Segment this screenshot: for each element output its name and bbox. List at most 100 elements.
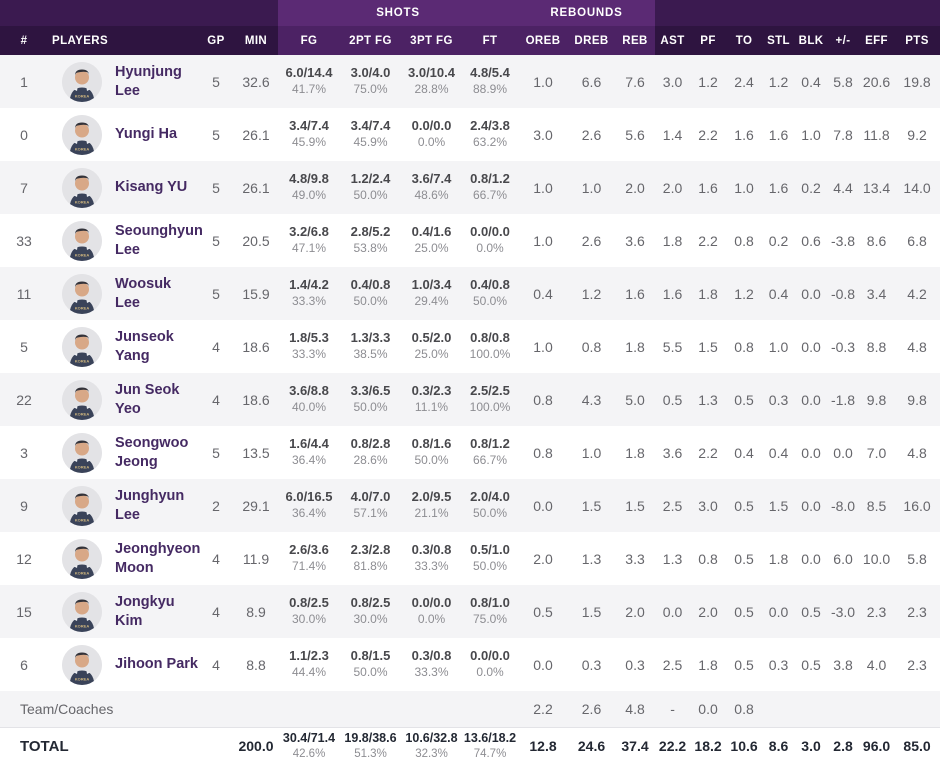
stat-pf: 3.0 <box>698 497 718 514</box>
stat-ft: 2.5/2.5 100.0% <box>469 383 511 415</box>
team-coaches-row: Team/Coaches 2.2 2.6 4.8 - 0.0 0.8 <box>0 691 940 727</box>
stat-reb: 0.3 <box>625 656 645 673</box>
stat-min: 32.6 <box>242 73 270 90</box>
stat-to: 0.5 <box>734 391 754 408</box>
stat-ft: 0.0/0.0 0.0% <box>470 224 510 256</box>
player-row[interactable]: 33 KOREA Seounghyun Lee 5 20.5 <box>0 214 940 267</box>
stat-min: 26.1 <box>242 179 270 196</box>
total-plusminus: 2.8 <box>833 738 853 755</box>
col-header-oreb: OREB <box>518 26 568 55</box>
stat-pts: 2.3 <box>907 603 927 620</box>
player-avatar: KOREA <box>62 644 102 685</box>
stat-fg: 6.0/14.4 41.7% <box>285 65 333 97</box>
stat-pts: 2.3 <box>907 656 927 673</box>
stat-3ptfg: 0.3/0.8 33.3% <box>411 648 452 680</box>
stat-ast: 0.5 <box>662 391 683 408</box>
player-name[interactable]: Seongwoo Jeong <box>115 435 189 470</box>
group-header-shots: SHOTS <box>278 0 518 26</box>
player-cell: KOREA Junseok Yang <box>48 320 198 373</box>
stat-plusminus: -3.8 <box>830 232 856 249</box>
col-header-players: PLAYERS <box>48 26 198 55</box>
stat-reb: 1.8 <box>625 338 645 355</box>
player-row[interactable]: 15 KOREA Jongkyu Kim 4 8.9 <box>0 585 940 638</box>
player-cell: KOREA Seounghyun Lee <box>48 214 203 267</box>
jersey-number: 15 <box>16 603 32 620</box>
stat-gp: 5 <box>212 73 220 90</box>
player-row[interactable]: 0 KOREA Yungi Ha 5 26.1 3. <box>0 108 940 161</box>
stat-reb: 3.6 <box>625 232 645 249</box>
stat-to: 0.5 <box>734 550 754 567</box>
stat-to: 1.2 <box>734 285 754 302</box>
stat-blk: 0.0 <box>801 550 821 567</box>
stat-pts: 6.8 <box>907 232 927 249</box>
total-eff: 96.0 <box>862 738 891 755</box>
player-row[interactable]: 1 KOREA Hyunjung Lee 5 32.6 <box>0 55 940 108</box>
stat-stl: 1.6 <box>768 126 789 143</box>
player-name[interactable]: Yungi Ha <box>115 126 178 143</box>
stat-ft: 0.0/0.0 0.0% <box>470 648 510 680</box>
stat-fg: 1.8/5.3 33.3% <box>289 330 329 362</box>
player-name[interactable]: Junseok Yang <box>115 329 174 364</box>
player-row[interactable]: 7 KOREA Kisang YU 5 26.1 4 <box>0 161 940 214</box>
player-row[interactable]: 11 KOREA Woosuk Lee 5 15.9 <box>0 267 940 320</box>
stat-blk: 0.5 <box>801 603 821 620</box>
stat-plusminus: -0.8 <box>830 285 856 302</box>
stat-reb: 5.0 <box>625 391 645 408</box>
player-row[interactable]: 3 KOREA Seongwoo Jeong 5 13.5 <box>0 426 940 479</box>
stat-pts: 4.8 <box>907 444 927 461</box>
player-name[interactable]: Kisang YU <box>115 179 188 196</box>
players-body: 1 KOREA Hyunjung Lee 5 32.6 <box>0 55 940 691</box>
table-header: SHOTS REBOUNDS # PLAYERS GP MIN FG 2PT FG 3PT … <box>0 0 940 55</box>
stat-2ptfg: 1.3/3.3 38.5% <box>350 330 391 362</box>
player-row[interactable]: 9 KOREA Junghyun Lee 2 29.1 <box>0 479 940 532</box>
jersey-number: 12 <box>16 550 32 567</box>
player-row[interactable]: 5 KOREA Junseok Yang 4 18.6 <box>0 320 940 373</box>
stat-ft: 0.8/0.8 100.0% <box>469 330 511 362</box>
player-avatar: KOREA <box>62 538 102 579</box>
player-avatar: KOREA <box>62 591 102 632</box>
player-row[interactable]: 6 KOREA Jihoon Park 4 8.8 <box>0 638 940 691</box>
stat-oreb: 3.0 <box>533 126 553 143</box>
player-name[interactable]: Hyunjung Lee <box>115 64 182 99</box>
stat-ft: 4.8/5.4 88.9% <box>470 65 510 97</box>
player-name[interactable]: Jeonghyeon Moon <box>115 541 201 576</box>
stat-fg: 3.2/6.8 47.1% <box>289 224 329 256</box>
player-name[interactable]: Jun Seok Yeo <box>115 382 180 417</box>
summary-body: Team/Coaches 2.2 2.6 4.8 - 0.0 0.8 TOTAL… <box>0 691 940 765</box>
player-row[interactable]: 22 KOREA Jun Seok Yeo 4 18.6 <box>0 373 940 426</box>
stat-oreb: 2.0 <box>533 550 553 567</box>
total-3ptfg: 10.6/32.8 32.3% <box>405 731 458 760</box>
total-stl: 8.6 <box>768 738 789 755</box>
player-name[interactable]: Seounghyun Lee <box>115 223 203 258</box>
stat-min: 8.8 <box>246 656 266 673</box>
svg-text:KOREA: KOREA <box>75 252 90 257</box>
player-cell: KOREA Jun Seok Yeo <box>48 373 198 426</box>
total-dreb: 24.6 <box>577 738 606 755</box>
stat-gp: 4 <box>212 656 220 673</box>
stat-ast: 3.0 <box>662 73 683 90</box>
total-fg: 30.4/71.4 42.6% <box>282 731 336 760</box>
total-label: TOTAL <box>20 737 69 755</box>
stat-blk: 0.0 <box>801 497 821 514</box>
team-stat-to: 0.8 <box>734 700 754 717</box>
player-cell: KOREA Jeonghyeon Moon <box>48 532 201 585</box>
stat-oreb: 1.0 <box>533 179 553 196</box>
stat-oreb: 0.0 <box>533 656 553 673</box>
stat-ast: 2.5 <box>662 656 683 673</box>
jersey-number: 9 <box>20 497 28 514</box>
player-name[interactable]: Jihoon Park <box>115 656 198 673</box>
player-name[interactable]: Junghyun Lee <box>115 488 185 523</box>
stat-to: 2.4 <box>734 73 754 90</box>
stat-eff: 8.5 <box>866 497 887 514</box>
col-header-reb: REB <box>615 26 656 55</box>
stat-dreb: 6.6 <box>581 73 602 90</box>
player-name[interactable]: Jongkyu Kim <box>115 594 175 629</box>
stat-oreb: 0.0 <box>533 497 553 514</box>
stat-blk: 0.0 <box>801 338 821 355</box>
stat-2ptfg: 4.0/7.0 57.1% <box>350 489 391 521</box>
stat-ast: 5.5 <box>662 338 683 355</box>
stat-oreb: 1.0 <box>533 338 553 355</box>
player-name[interactable]: Woosuk Lee <box>115 276 172 311</box>
player-row[interactable]: 12 KOREA Jeonghyeon Moon 4 11. <box>0 532 940 585</box>
stat-plusminus: 3.8 <box>833 656 853 673</box>
